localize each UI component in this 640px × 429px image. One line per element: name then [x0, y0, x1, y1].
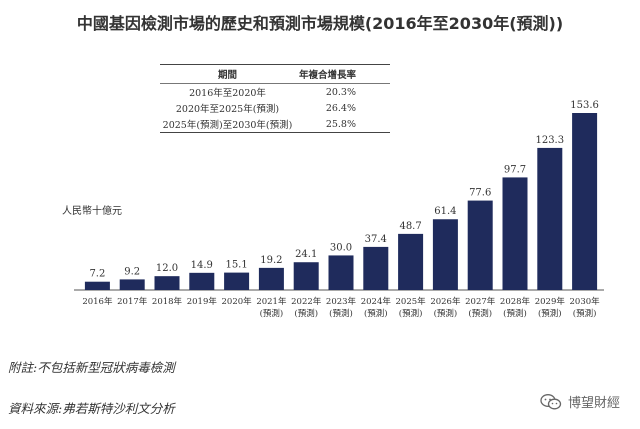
tick-label: 2016年 [82, 296, 113, 307]
cagr-header-rate: 年複合增長率 [295, 64, 390, 84]
tick-note: (預測) [538, 308, 562, 319]
tick-label: 2027年 [465, 296, 496, 307]
data-label: 19.2 [260, 255, 282, 266]
tick-label: 2022年 [291, 296, 322, 307]
tick-label: 2020年 [222, 296, 253, 307]
bar [572, 113, 598, 290]
bar [154, 276, 180, 290]
watermark: 博望財經 [540, 392, 620, 411]
tick-note: (預測) [364, 308, 388, 319]
cagr-period: 2025年(預測)至2030年(預測) [160, 116, 295, 133]
data-label: 12.0 [156, 263, 178, 274]
table-row: 2016年至2020年 20.3% [160, 84, 390, 101]
data-label: 30.0 [330, 242, 352, 253]
bar [84, 281, 110, 290]
bar [293, 262, 319, 290]
tick-note: (預測) [294, 308, 318, 319]
tick-label: 2021年 [256, 296, 287, 307]
tick-note: (預測) [399, 308, 423, 319]
data-label: 15.1 [225, 260, 247, 271]
tick-note: (預測) [503, 308, 527, 319]
footnote: 附註:不包括新型冠狀病毒檢測 [8, 360, 175, 375]
data-label: 123.3 [535, 135, 564, 146]
tick-label: 2028年 [500, 296, 531, 307]
data-label: 153.6 [570, 100, 599, 111]
bar [467, 200, 493, 290]
data-label: 48.7 [399, 221, 421, 232]
bar [258, 267, 284, 290]
cagr-rate: 20.3% [325, 86, 356, 98]
data-label: 61.4 [434, 206, 456, 217]
tick-note: (預測) [260, 308, 284, 319]
tick-label: 2025年 [396, 296, 427, 307]
watermark-text: 博望財經 [567, 396, 620, 411]
tick-label: 2030年 [570, 296, 601, 307]
bar [432, 219, 458, 290]
data-label: 14.9 [191, 260, 213, 271]
cagr-period: 2020年至2025年(預測) [175, 104, 280, 115]
data-label: 77.6 [469, 188, 491, 199]
data-label: 97.7 [504, 164, 526, 175]
bar [363, 246, 389, 290]
cagr-header-period: 期間 [160, 64, 295, 84]
tick-note: (預測) [434, 308, 458, 319]
tick-label: 2024年 [361, 296, 392, 307]
bar [537, 147, 563, 290]
source-note: 資料來源:弗若斯特沙利文分析 [8, 401, 175, 416]
table-row: 2025年(預測)至2030年(預測) 25.8% [160, 116, 390, 133]
tick-label: 2023年 [326, 296, 357, 307]
bar [189, 272, 215, 290]
tick-label: 2026年 [430, 296, 461, 307]
tick-note: (預測) [573, 308, 597, 319]
cagr-header-row: 期間 年複合增長率 [160, 64, 390, 84]
tick-label: 2017年 [117, 296, 148, 307]
cagr-rate: 26.4% [325, 102, 356, 114]
tick-label: 2019年 [187, 296, 218, 307]
bar [502, 177, 528, 290]
data-label: 9.2 [124, 266, 140, 277]
bar [119, 279, 145, 290]
tick-label: 2018年 [152, 296, 183, 307]
bar [398, 233, 424, 290]
cagr-table: 期間 年複合增長率 2016年至2020年 20.3% 2020年至2025年(… [160, 64, 390, 133]
wechat-icon [540, 393, 562, 409]
bar [328, 255, 354, 290]
table-row: 2020年至2025年(預測) 26.4% [160, 100, 390, 116]
bar [224, 272, 250, 290]
data-label: 24.1 [295, 249, 317, 260]
cagr-period: 2016年至2020年 [189, 88, 266, 99]
tick-label: 2029年 [535, 296, 566, 307]
cagr-rate: 25.8% [295, 116, 390, 133]
tick-note: (預測) [468, 308, 492, 319]
unit-label: 人民幣十億元 [62, 206, 122, 217]
data-label: 7.2 [89, 269, 105, 280]
data-label: 37.4 [365, 234, 387, 245]
chart-title: 中國基因檢測市場的歷史和預測市場規模(2016年至2030年(預測)) [76, 14, 564, 33]
tick-note: (預測) [329, 308, 353, 319]
